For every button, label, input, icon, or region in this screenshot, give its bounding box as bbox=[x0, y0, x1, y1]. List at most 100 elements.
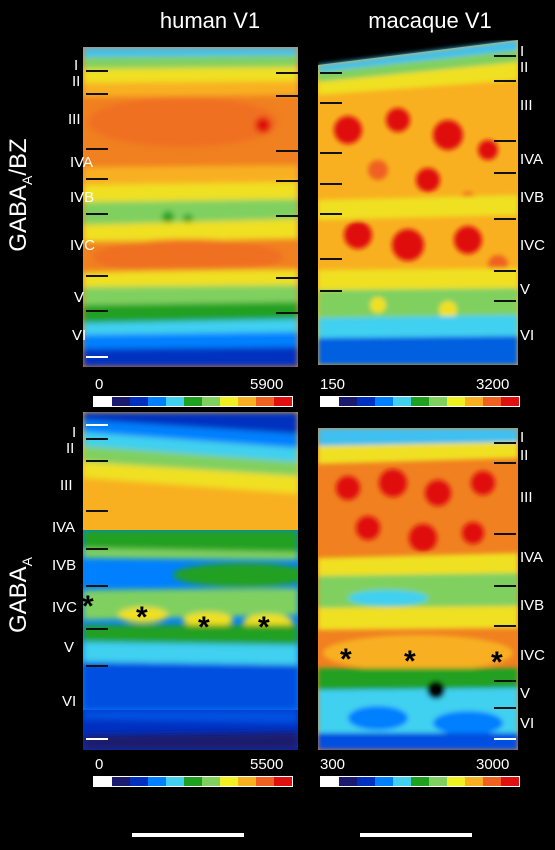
layer-label-I: I bbox=[520, 43, 525, 60]
colorbar-swatch bbox=[220, 397, 238, 406]
layer-tick bbox=[494, 80, 516, 82]
colorbar-swatch bbox=[339, 777, 357, 786]
layer-tick bbox=[494, 738, 516, 740]
colorbar-swatch bbox=[429, 777, 447, 786]
layer-tick bbox=[494, 533, 516, 535]
colorbar bbox=[93, 776, 293, 787]
layer-label-VI: VI bbox=[520, 327, 535, 344]
row-label-gabaa-bz: GABAA/BZ bbox=[5, 138, 35, 252]
scale-min: 0 bbox=[95, 756, 104, 773]
colorbar-swatch bbox=[202, 397, 220, 406]
layer-tick bbox=[86, 93, 108, 95]
layer-tick bbox=[494, 218, 516, 220]
layer-tick bbox=[86, 213, 108, 215]
layer-label-III: III bbox=[60, 477, 73, 494]
colorbar bbox=[320, 776, 520, 787]
layer-tick bbox=[320, 72, 342, 74]
colorbar-swatch bbox=[393, 777, 411, 786]
layer-tick bbox=[320, 183, 342, 185]
layer-label-V: V bbox=[520, 281, 531, 298]
layer-tick bbox=[86, 424, 108, 426]
human-gabaa-heatmap-bottom bbox=[83, 710, 298, 750]
layer-label-II: II bbox=[520, 447, 529, 464]
colorbar-swatch bbox=[465, 397, 483, 406]
colorbar bbox=[320, 396, 520, 407]
layer-tick bbox=[86, 738, 108, 740]
layer-label-IVA: IVA bbox=[520, 151, 544, 168]
asterisk-marker: * bbox=[404, 645, 416, 678]
scale-max: 5500 bbox=[250, 756, 284, 773]
colorbar-swatch bbox=[483, 777, 501, 786]
layer-label-IVB: IVB bbox=[520, 189, 545, 206]
layer-tick bbox=[494, 140, 516, 142]
layer-label-I: I bbox=[72, 424, 77, 441]
scale-bar bbox=[360, 833, 472, 837]
layer-label-III: III bbox=[68, 111, 81, 128]
human-gabaa-heatmap bbox=[83, 412, 298, 530]
asterisk-marker: * bbox=[82, 590, 94, 623]
layer-tick bbox=[276, 312, 298, 314]
colorbar-swatch bbox=[112, 397, 130, 406]
scale-min: 150 bbox=[320, 376, 346, 393]
scale-max: 5900 bbox=[250, 376, 284, 393]
asterisk-marker: * bbox=[258, 611, 270, 644]
layer-tick bbox=[276, 72, 298, 74]
layer-tick bbox=[320, 152, 342, 154]
scale-min: 0 bbox=[95, 376, 104, 393]
autoradiograph-macaque-gabaa bbox=[318, 428, 518, 750]
layer-tick bbox=[276, 277, 298, 279]
layer-label-III: III bbox=[520, 489, 533, 506]
scale-max: 3200 bbox=[476, 376, 510, 393]
colorbar-swatch bbox=[321, 397, 339, 406]
layer-label-VI: VI bbox=[72, 327, 87, 344]
layer-label-III: III bbox=[520, 97, 533, 114]
colorbar-swatch bbox=[130, 397, 148, 406]
layer-tick bbox=[86, 70, 108, 72]
asterisk-marker: * bbox=[198, 611, 210, 644]
layer-label-VI: VI bbox=[62, 693, 77, 710]
layer-tick bbox=[320, 258, 342, 260]
layer-tick bbox=[494, 270, 516, 272]
layer-tick bbox=[494, 680, 516, 682]
layer-tick bbox=[320, 213, 342, 215]
layer-tick bbox=[494, 707, 516, 709]
layer-label-I: I bbox=[74, 57, 79, 74]
layer-label-IVC: IVC bbox=[52, 599, 78, 616]
autoradiograph-human-gabaa-bz bbox=[83, 47, 298, 367]
colorbar-swatch bbox=[94, 777, 112, 786]
layer-tick bbox=[494, 442, 516, 444]
layer-tick bbox=[86, 275, 108, 277]
colorbar-swatch bbox=[447, 777, 465, 786]
colorbar-swatch bbox=[465, 777, 483, 786]
colorbar-swatch bbox=[256, 397, 274, 406]
layer-label-I: I bbox=[520, 429, 525, 446]
colorbar-swatch bbox=[202, 777, 220, 786]
colorbar-swatch bbox=[148, 397, 166, 406]
layer-label-IVB: IVB bbox=[70, 189, 95, 206]
layer-label-II: II bbox=[520, 59, 529, 76]
colorbar-swatch bbox=[393, 397, 411, 406]
autoradiograph-macaque-gabaa-bz bbox=[318, 40, 518, 365]
scale-min: 300 bbox=[320, 756, 346, 773]
colorbar-swatch bbox=[256, 777, 274, 786]
layer-label-IVC: IVC bbox=[520, 237, 546, 254]
colorbar-swatch bbox=[166, 397, 184, 406]
colorbar-swatch bbox=[130, 777, 148, 786]
colorbar-swatch bbox=[274, 397, 292, 406]
scale-max: 3000 bbox=[476, 756, 510, 773]
layer-tick bbox=[86, 585, 108, 587]
title-macaque-v1: macaque V1 bbox=[368, 8, 492, 33]
asterisk-marker: * bbox=[136, 601, 148, 634]
layer-tick bbox=[86, 665, 108, 667]
layer-label-IVC: IVC bbox=[70, 237, 96, 254]
colorbar-swatch bbox=[220, 777, 238, 786]
layer-tick bbox=[494, 55, 516, 57]
layer-tick bbox=[276, 95, 298, 97]
colorbar bbox=[93, 396, 293, 407]
layer-label-IVC: IVC bbox=[520, 647, 546, 664]
layer-tick bbox=[276, 215, 298, 217]
layer-tick bbox=[320, 102, 342, 104]
colorbar-swatch bbox=[166, 777, 184, 786]
layer-label-VI: VI bbox=[520, 715, 535, 732]
layer-tick bbox=[494, 300, 516, 302]
